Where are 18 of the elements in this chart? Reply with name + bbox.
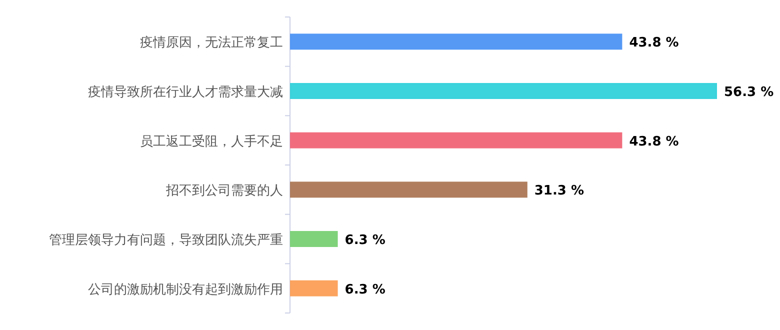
y-tick-label: 员工返工受阻，人手不足	[140, 134, 283, 150]
data-label: 43.8 %	[629, 134, 679, 150]
bar	[290, 83, 717, 99]
bar	[290, 132, 622, 148]
bar	[290, 231, 338, 247]
bar	[290, 280, 338, 296]
bar	[290, 182, 528, 198]
y-tick-label: 招不到公司需要的人	[165, 184, 283, 199]
data-label: 56.3 %	[724, 85, 774, 100]
y-tick-label: 疫情原因，无法正常复工	[140, 36, 283, 51]
data-label: 31.3 %	[534, 184, 584, 199]
data-label: 6.3 %	[344, 233, 386, 248]
data-label: 6.3 %	[344, 282, 386, 298]
y-tick-label: 疫情导致所在行业人才需求量大减	[88, 85, 283, 100]
y-tick-label: 管理层领导力有问题，导致团队流失严重	[49, 232, 283, 248]
bar	[290, 34, 622, 50]
data-label: 43.8 %	[629, 36, 679, 51]
y-tick-label: 公司的激励机制没有起到激励作用	[88, 282, 283, 298]
